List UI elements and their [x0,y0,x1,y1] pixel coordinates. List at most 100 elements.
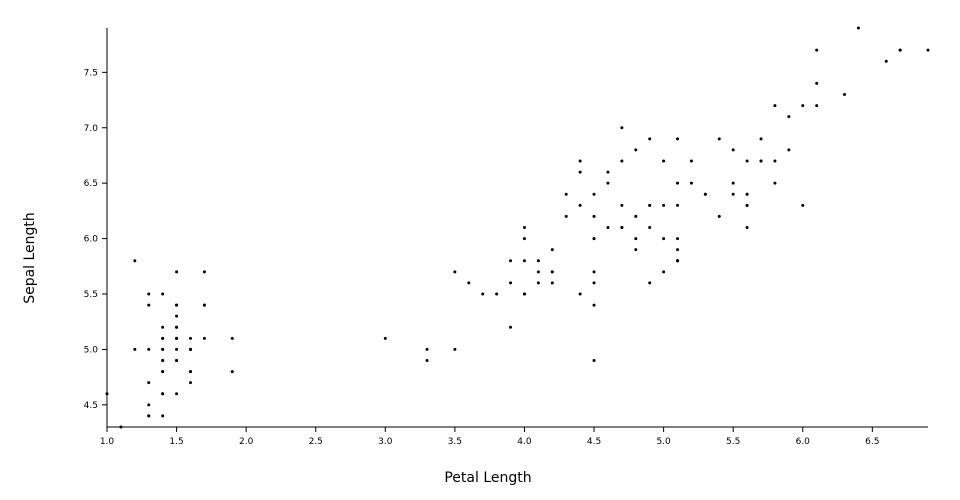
point [564,214,568,218]
point [425,347,429,351]
point [509,325,513,329]
point [592,303,596,307]
x-tick-label: 5.5 [726,437,740,447]
point [801,203,805,207]
point [592,359,596,362]
x-tick-label: 6.5 [865,437,879,447]
x-axis-title: Petal Length [444,470,531,486]
point [161,325,165,329]
point [843,93,847,96]
point [759,159,763,163]
point [522,226,526,229]
point [662,237,666,241]
point [634,248,638,252]
x-tick-label: 2.5 [309,437,323,447]
point [676,259,680,263]
x-tick-label: 1.5 [169,437,183,447]
point [717,214,721,218]
point [592,192,596,196]
point [550,248,554,252]
point [522,259,526,263]
point [620,126,624,130]
point [787,148,791,152]
point [133,347,137,351]
point [815,104,819,108]
point [620,203,624,207]
point [884,59,888,63]
point [188,370,192,374]
point [522,237,526,241]
point [453,270,457,274]
point [592,237,596,241]
point [648,281,652,285]
y-tick-label: 7.5 [84,68,98,78]
point [606,170,610,174]
point [731,148,735,152]
point [773,104,777,108]
point [175,392,179,396]
point [147,381,151,385]
point [175,325,179,329]
point [188,381,192,385]
point [467,281,471,285]
point [230,336,234,340]
point [606,226,610,229]
point [536,281,540,285]
point [745,226,749,229]
point [648,226,652,229]
point [676,237,680,241]
point [175,303,179,307]
point [648,137,652,141]
point [731,192,735,196]
point [161,347,165,351]
point [119,425,123,429]
point [522,292,526,296]
y-axis-title: Sepal Length [22,212,38,304]
y-tick-label: 4.5 [84,401,98,411]
point [161,392,165,396]
point [147,414,151,418]
point [898,48,902,52]
point [536,259,540,263]
point [147,292,151,296]
x-tick-label: 5.0 [656,437,671,447]
point [578,203,582,207]
point [147,403,151,407]
y-tick-label: 5.5 [84,290,98,300]
point [648,203,652,207]
y-tick-label: 6.0 [84,235,99,245]
point [509,281,513,285]
x-tick-label: 4.5 [587,437,601,447]
point [147,303,151,307]
point [161,359,165,362]
point [578,159,582,163]
point [175,359,179,362]
point [689,159,693,163]
point [634,148,638,152]
point [689,181,693,185]
point [745,159,749,163]
point [133,259,137,263]
point [662,159,666,163]
x-tick-label: 3.5 [448,437,462,447]
point [425,359,429,362]
point [188,336,192,340]
point [634,237,638,241]
x-tick-label: 3.0 [378,437,393,447]
point [815,48,819,52]
point [703,192,707,196]
point [745,192,749,196]
point [453,347,457,351]
point [856,26,860,30]
point [815,81,819,85]
point [801,104,805,108]
point [676,248,680,252]
point [161,414,165,418]
y-tick-label: 7.0 [84,124,99,134]
point [481,292,485,296]
point [161,292,165,296]
point [161,336,165,340]
point [509,259,513,263]
point [773,159,777,163]
